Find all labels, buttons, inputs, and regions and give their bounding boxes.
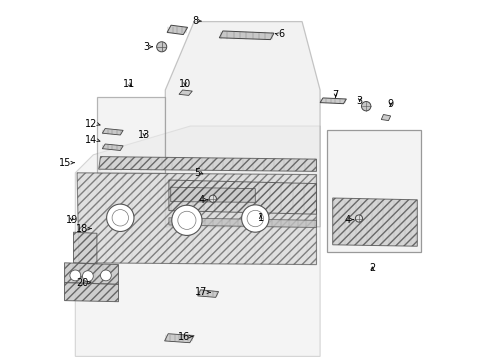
Text: 5: 5 — [194, 168, 200, 178]
Text: 13: 13 — [138, 130, 150, 140]
Text: 8: 8 — [192, 16, 199, 26]
Polygon shape — [332, 198, 416, 246]
Circle shape — [70, 270, 81, 281]
Polygon shape — [320, 98, 346, 104]
Text: 6: 6 — [277, 29, 284, 39]
Text: 20: 20 — [76, 278, 88, 288]
Polygon shape — [73, 232, 97, 264]
Circle shape — [241, 205, 268, 232]
Polygon shape — [167, 25, 187, 35]
Text: 19: 19 — [65, 215, 78, 225]
Bar — [97, 97, 165, 173]
Polygon shape — [170, 187, 255, 202]
Text: 9: 9 — [387, 99, 393, 109]
Text: 17: 17 — [195, 287, 207, 297]
Polygon shape — [179, 90, 192, 95]
Text: 10: 10 — [179, 78, 191, 89]
Text: 2: 2 — [368, 263, 375, 273]
Polygon shape — [219, 31, 273, 40]
Text: 3: 3 — [143, 42, 149, 52]
Text: 15: 15 — [59, 158, 72, 168]
Polygon shape — [197, 290, 218, 297]
Circle shape — [209, 195, 216, 202]
Polygon shape — [77, 173, 316, 265]
Text: 12: 12 — [85, 119, 98, 129]
Polygon shape — [165, 22, 320, 227]
Circle shape — [82, 271, 93, 282]
Bar — [326, 130, 420, 252]
Text: 1: 1 — [257, 213, 263, 223]
Circle shape — [106, 204, 134, 231]
Polygon shape — [64, 283, 118, 302]
Text: 18: 18 — [76, 224, 88, 234]
Polygon shape — [75, 126, 320, 356]
Circle shape — [171, 205, 202, 235]
Text: 7: 7 — [332, 90, 338, 100]
Circle shape — [101, 270, 111, 281]
Circle shape — [156, 42, 166, 52]
Circle shape — [355, 215, 362, 222]
Text: 4: 4 — [344, 215, 350, 225]
Polygon shape — [168, 180, 316, 214]
Text: 14: 14 — [85, 135, 98, 145]
Circle shape — [361, 102, 370, 111]
Polygon shape — [381, 114, 390, 121]
Text: 16: 16 — [177, 332, 189, 342]
Text: 3: 3 — [356, 96, 362, 106]
Polygon shape — [102, 144, 123, 150]
Polygon shape — [164, 334, 194, 343]
Polygon shape — [64, 263, 118, 284]
Polygon shape — [102, 129, 123, 135]
Text: 4: 4 — [198, 195, 204, 205]
Polygon shape — [99, 157, 316, 171]
Text: 11: 11 — [122, 78, 134, 89]
Polygon shape — [168, 218, 316, 228]
